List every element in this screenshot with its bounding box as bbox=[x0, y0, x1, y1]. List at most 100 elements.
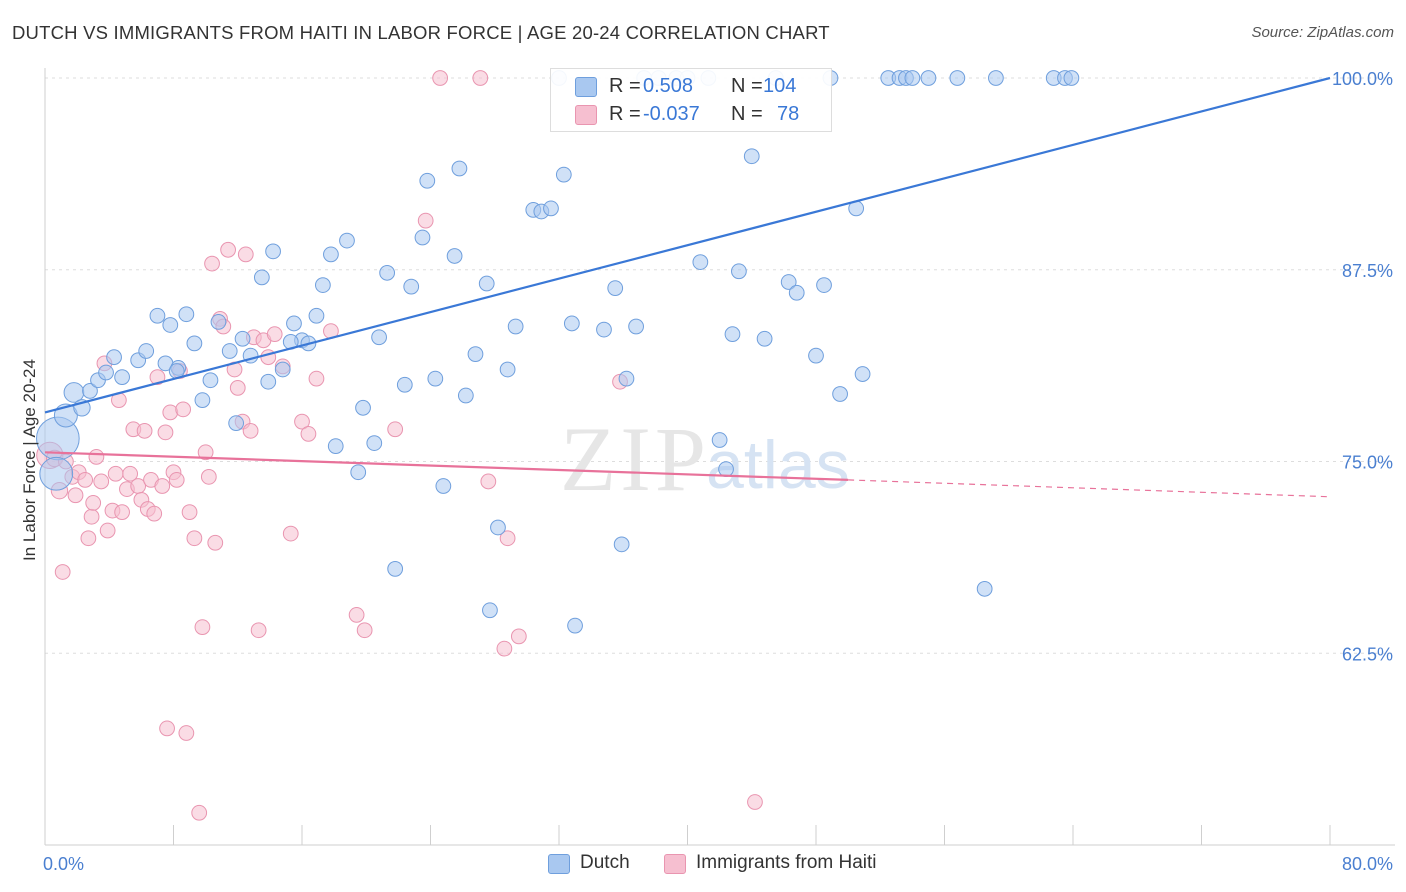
dutch-point bbox=[106, 349, 122, 366]
haiti-point bbox=[83, 508, 100, 525]
dutch-point bbox=[482, 602, 498, 619]
dutch-point bbox=[596, 321, 612, 338]
x-tick-label: 80.0% bbox=[1342, 854, 1393, 874]
haiti-point bbox=[294, 413, 310, 430]
legend-n-value: 78 bbox=[777, 103, 800, 125]
dutch-point bbox=[457, 387, 474, 404]
haiti-point bbox=[197, 444, 214, 461]
dutch-point bbox=[478, 275, 495, 292]
haiti-point bbox=[308, 370, 325, 387]
haiti-point bbox=[122, 465, 139, 482]
dutch-point bbox=[396, 376, 413, 393]
dutch-point bbox=[711, 432, 728, 448]
chart-source: Source: ZipAtlas.com bbox=[1251, 24, 1394, 41]
haiti-point bbox=[300, 426, 317, 442]
dutch-point bbox=[988, 70, 1004, 86]
legend-row-haiti: R = -0.037 N = 78 bbox=[551, 101, 831, 129]
dutch-point bbox=[98, 364, 114, 381]
haiti-point bbox=[237, 246, 254, 263]
dutch-point bbox=[114, 369, 130, 386]
dutch-point bbox=[628, 318, 644, 335]
dutch-point bbox=[178, 306, 195, 323]
haiti-point bbox=[250, 622, 267, 639]
haiti-point bbox=[157, 424, 174, 441]
dutch-point bbox=[435, 478, 452, 494]
dutch-point bbox=[414, 229, 431, 246]
dutch-point bbox=[379, 264, 396, 281]
dutch-swatch-icon bbox=[575, 77, 597, 97]
watermark: ZIP atlas bbox=[560, 408, 850, 510]
dutch-point bbox=[366, 435, 383, 451]
haiti-point bbox=[80, 530, 97, 547]
dutch-point bbox=[490, 519, 506, 536]
dutch-point bbox=[371, 329, 387, 346]
y-axis-label: In Labor Force | Age 20-24 bbox=[20, 359, 39, 561]
dutch-point bbox=[427, 370, 444, 387]
dutch-point bbox=[446, 248, 463, 264]
legend-n-label: N = bbox=[731, 75, 763, 97]
haiti-point bbox=[747, 794, 763, 810]
haiti-point bbox=[85, 495, 102, 511]
haiti-point bbox=[472, 70, 489, 86]
haiti-trend-line bbox=[44, 451, 849, 482]
dutch-point bbox=[162, 317, 179, 333]
haiti-point bbox=[496, 640, 513, 657]
legend-r-label: R = bbox=[609, 75, 641, 97]
haiti-point bbox=[432, 70, 449, 86]
dutch-point bbox=[387, 561, 404, 577]
haiti-point bbox=[181, 504, 198, 521]
dutch-point bbox=[1063, 70, 1080, 86]
dutch-point bbox=[718, 461, 734, 478]
dutch-point bbox=[138, 343, 155, 359]
dutch-point bbox=[403, 278, 420, 295]
dutch-point bbox=[808, 347, 824, 364]
dutch-point bbox=[976, 580, 993, 597]
dutch-point bbox=[350, 464, 367, 481]
legend-row-dutch: R = 0.508 N = 104 bbox=[551, 73, 831, 101]
y-tick-label: 62.5% bbox=[1342, 644, 1393, 664]
legend-r-label: R = bbox=[609, 103, 641, 125]
haiti-point bbox=[186, 530, 203, 547]
haiti-legend-label: Immigrants from Haiti bbox=[696, 852, 877, 873]
haiti-point bbox=[417, 212, 434, 229]
legend-n-label: N = bbox=[731, 103, 763, 125]
dutch-point bbox=[315, 277, 331, 293]
correlation-legend: R = 0.508 N = 104 R = -0.037 N = 78 bbox=[550, 68, 832, 132]
dutch-point bbox=[543, 200, 559, 217]
dutch-point bbox=[607, 280, 624, 297]
haiti-point bbox=[229, 379, 246, 396]
dutch-point bbox=[816, 277, 832, 293]
dutch-point bbox=[756, 330, 773, 347]
haiti-point bbox=[168, 472, 185, 488]
haiti-point bbox=[194, 619, 211, 636]
dutch-point bbox=[186, 335, 203, 352]
dutch-legend-label: Dutch bbox=[580, 852, 630, 873]
haiti-point bbox=[67, 487, 84, 504]
legend-n-value: 104 bbox=[763, 75, 797, 97]
haiti-point bbox=[114, 504, 130, 521]
dutch-point bbox=[323, 246, 339, 263]
dutch-point bbox=[53, 403, 78, 428]
dutch-point bbox=[39, 456, 74, 491]
dutch-point bbox=[194, 392, 211, 409]
dutch-point bbox=[467, 346, 484, 362]
dutch-point bbox=[920, 70, 937, 86]
dutch-trend-line bbox=[44, 76, 1331, 414]
dutch-point bbox=[234, 330, 251, 347]
dutch-legend-swatch-icon bbox=[548, 854, 570, 874]
haiti-point bbox=[77, 472, 94, 488]
dutch-point bbox=[210, 314, 227, 330]
haiti-point bbox=[175, 401, 192, 418]
trend-lines bbox=[44, 76, 1331, 498]
dutch-point bbox=[780, 274, 797, 290]
dutch-point bbox=[743, 148, 760, 165]
dutch-point bbox=[274, 361, 291, 378]
dutch-point bbox=[499, 361, 516, 378]
dutch-point bbox=[904, 70, 921, 86]
dutch-point bbox=[419, 172, 436, 189]
haiti-point bbox=[387, 421, 404, 438]
dutch-point bbox=[731, 263, 747, 280]
dutch-point bbox=[692, 254, 709, 270]
haiti-point bbox=[204, 255, 220, 272]
haiti-point bbox=[510, 628, 527, 645]
